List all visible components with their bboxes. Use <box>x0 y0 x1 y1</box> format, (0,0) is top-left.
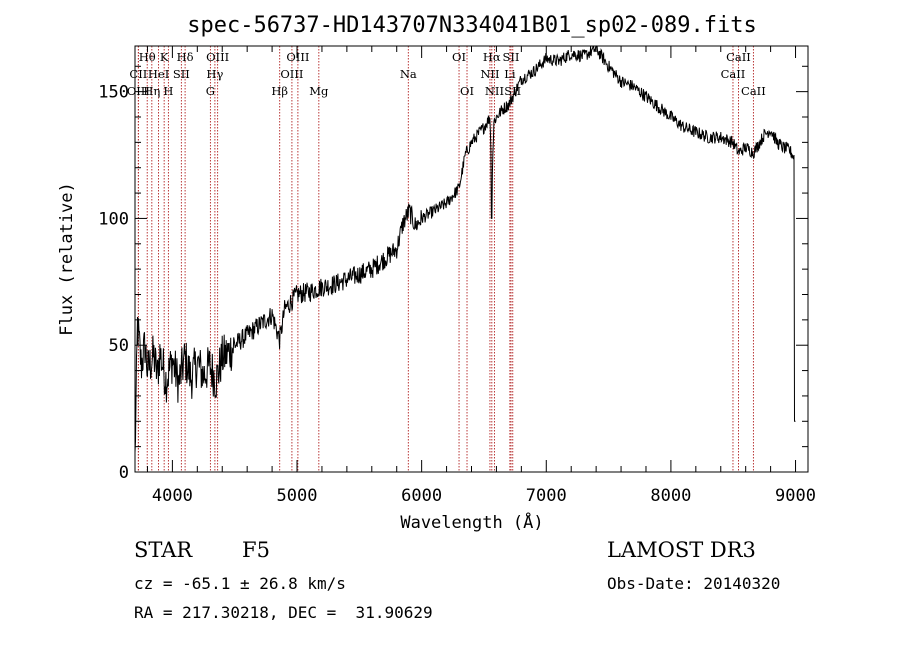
line-label-12: Hβ <box>271 84 288 98</box>
spectrum-series <box>134 45 796 453</box>
line-label-21: NII <box>485 84 504 98</box>
y-tick-label: 100 <box>98 209 129 229</box>
line-label-13: OIII <box>280 67 303 81</box>
line-label-20: NII <box>480 67 499 81</box>
x-axis-label: Wavelength (Å) <box>400 511 543 533</box>
x-tick-label: 8000 <box>650 486 691 506</box>
observation-date: Obs-Date: 20140320 <box>607 574 781 593</box>
x-tick-label: 7000 <box>526 486 567 506</box>
x-tick-label: 9000 <box>775 486 816 506</box>
line-label-17: OI <box>452 50 466 64</box>
line-label-18: OI <box>460 84 474 98</box>
object-subclass: F5 <box>242 538 270 562</box>
line-label-2: OIII <box>127 84 150 98</box>
redshift-cz: cz = -65.1 ± 26.8 km/s <box>134 574 346 593</box>
line-label-16: Na <box>400 67 417 81</box>
plot-frame <box>134 45 809 473</box>
line-label-23: Li <box>504 67 516 81</box>
chart-title: spec-56737-HD143707N334041B01_sp02-089.f… <box>187 13 757 38</box>
line-label-5: K <box>160 50 169 64</box>
line-label-26: CaII <box>726 50 751 64</box>
y-tick-label: 50 <box>109 336 129 356</box>
line-label-22: SII <box>503 50 520 64</box>
line-label-25: CaII <box>721 67 746 81</box>
line-label-14: OIII <box>286 50 309 64</box>
line-label-1: CII <box>129 67 147 81</box>
line-label-24: SII <box>504 84 521 98</box>
line-label-11: G <box>206 84 215 98</box>
line-label-8: SII <box>173 67 190 81</box>
survey-name: LAMOST DR3 <box>607 538 756 562</box>
x-tick-label: 6000 <box>401 486 442 506</box>
x-tick-label: 5000 <box>277 486 318 506</box>
line-label-0: Hθ <box>139 50 156 64</box>
line-label-10: Hγ <box>206 67 223 81</box>
line-label-9: OIII <box>206 50 229 64</box>
line-label-6: H <box>163 84 173 98</box>
line-label-15: Mg <box>309 84 329 98</box>
x-tick-label: 4000 <box>152 486 193 506</box>
y-axis-label: Flux (relative) <box>57 182 77 336</box>
y-tick-label: 0 <box>119 463 129 483</box>
sky-coordinates: RA = 217.30218, DEC = 31.90629 <box>134 603 433 622</box>
object-class: STAR <box>134 538 193 562</box>
line-label-27: CaII <box>741 84 766 98</box>
line-label-3: Hη <box>143 84 160 98</box>
line-label-19: Hα <box>483 50 501 64</box>
line-label-7: Hδ <box>177 50 194 64</box>
y-tick-label: 150 <box>98 83 129 103</box>
y-axis: 0 50 100 150 <box>98 65 808 483</box>
x-axis: 4000 5000 6000 7000 8000 9000 <box>146 46 816 506</box>
spectrum-line <box>134 45 796 453</box>
line-label-4: HeI <box>148 67 169 81</box>
spectral-line-markers <box>137 46 754 472</box>
